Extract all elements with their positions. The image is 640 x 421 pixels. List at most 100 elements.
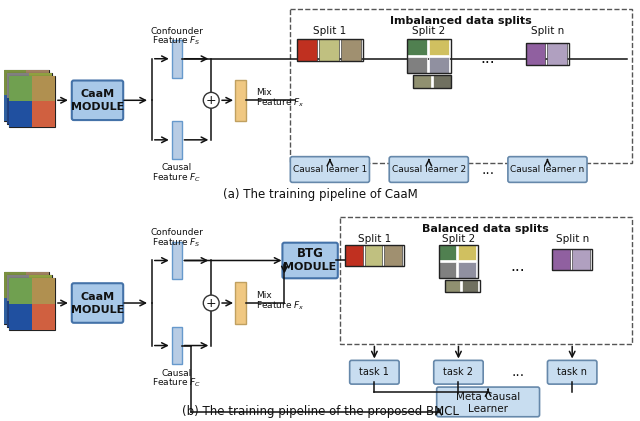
Text: Meta Causal: Meta Causal [456,392,520,402]
Text: Confounder: Confounder [150,27,203,35]
Bar [525,43,569,65]
Bar [291,9,632,163]
Bar [6,99,29,124]
Bar [32,278,55,304]
Text: Split 2: Split 2 [412,26,445,36]
Bar [297,39,362,61]
Text: CaaM: CaaM [81,89,115,99]
Bar [458,245,476,261]
Bar [32,304,55,330]
Bar [438,245,456,261]
Text: Balanced data splits: Balanced data splits [422,224,549,234]
Bar [445,280,480,292]
Text: task 2: task 2 [444,367,474,377]
FancyBboxPatch shape [291,157,369,182]
Bar [29,275,52,301]
Bar [6,301,29,327]
Bar [10,278,55,330]
Bar [10,278,32,304]
Bar [172,40,182,77]
Bar [525,43,545,65]
Text: Causal: Causal [161,369,192,378]
FancyBboxPatch shape [349,360,399,384]
Text: Imbalanced data splits: Imbalanced data splits [390,16,532,26]
FancyBboxPatch shape [436,387,540,417]
Bar [4,69,26,95]
Text: Split n: Split n [556,234,589,244]
Bar [407,39,451,72]
Bar [236,282,246,324]
Bar [438,262,456,278]
Bar [438,245,478,278]
Bar [572,249,590,270]
Bar [413,75,431,88]
Bar [172,327,182,364]
Bar [10,101,32,127]
Text: Feature $F_S$: Feature $F_S$ [152,237,201,249]
Text: Feature $F_S$: Feature $F_S$ [152,35,201,47]
Bar [6,72,52,124]
Bar [6,275,29,301]
FancyBboxPatch shape [72,283,124,323]
Text: Causal learner 1: Causal learner 1 [292,165,367,174]
Text: (a) The training pipeline of CaaM: (a) The training pipeline of CaaM [223,188,417,201]
Text: Split 2: Split 2 [442,234,475,244]
Text: Split 1: Split 1 [358,234,391,244]
Bar [26,69,49,95]
Text: (b) The training pipeline of the proposed BMCL: (b) The training pipeline of the propose… [182,405,458,418]
Bar [345,245,362,266]
Text: CaaM: CaaM [81,292,115,302]
Text: MODULE: MODULE [284,262,337,272]
Bar [340,217,632,344]
Bar [413,75,451,88]
Bar [547,43,567,65]
Text: Confounder: Confounder [150,228,203,237]
Bar [32,101,55,127]
Text: Causal learner n: Causal learner n [510,165,584,174]
Bar [552,249,570,270]
FancyBboxPatch shape [389,157,468,182]
Bar [4,95,26,121]
Bar [458,262,476,278]
Bar [552,249,592,270]
Bar [6,72,29,99]
Text: +: + [206,296,216,309]
Text: Mix: Mix [256,290,271,300]
Bar [429,57,449,72]
Text: Feature $F_x$: Feature $F_x$ [256,97,304,109]
Bar [365,245,382,266]
Bar [172,121,182,159]
Text: Feature $F_C$: Feature $F_C$ [152,171,201,184]
Bar [297,39,317,61]
Text: Learner: Learner [468,404,508,414]
Text: Mix: Mix [256,88,271,97]
Bar [29,301,52,327]
Bar [429,39,449,55]
Text: ...: ... [481,163,495,176]
FancyBboxPatch shape [434,360,483,384]
Bar [407,57,427,72]
Circle shape [204,295,219,311]
Text: task n: task n [557,367,587,377]
Bar [4,272,26,298]
Text: MODULE: MODULE [71,305,124,315]
Bar [4,298,26,324]
Bar [445,280,460,292]
Text: Causal learner 2: Causal learner 2 [392,165,466,174]
Text: +: + [206,94,216,107]
Bar [319,39,339,61]
Bar [26,272,49,298]
Bar [407,39,427,55]
FancyBboxPatch shape [508,157,587,182]
Bar [10,75,32,101]
Bar [32,75,55,101]
Text: MODULE: MODULE [71,102,124,112]
Text: Split n: Split n [531,26,564,36]
Bar [6,275,52,327]
Text: Split 1: Split 1 [313,26,346,36]
Bar [29,72,52,99]
FancyBboxPatch shape [547,360,597,384]
Bar [26,95,49,121]
Bar [29,99,52,124]
Text: Causal: Causal [161,163,192,172]
